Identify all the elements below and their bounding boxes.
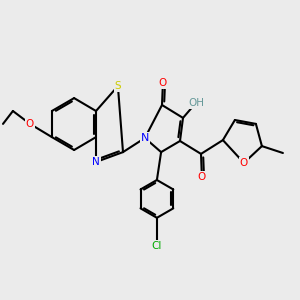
Text: N: N xyxy=(92,157,100,167)
Text: S: S xyxy=(115,81,121,91)
Text: OH: OH xyxy=(188,98,204,108)
Text: N: N xyxy=(141,133,149,143)
Text: O: O xyxy=(198,172,206,182)
Text: O: O xyxy=(240,158,248,168)
Text: O: O xyxy=(159,78,167,88)
Text: O: O xyxy=(26,119,34,129)
Text: Cl: Cl xyxy=(152,241,162,251)
